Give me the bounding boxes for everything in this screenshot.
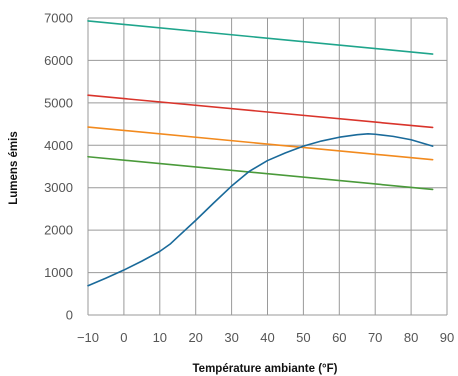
x-tick-label: 80	[404, 330, 418, 345]
y-tick-label: 5000	[44, 95, 73, 110]
x-tick-label: 10	[153, 330, 167, 345]
y-tick-label: 6000	[44, 53, 73, 68]
x-tick-label: 90	[440, 330, 454, 345]
y-tick-label: 2000	[44, 223, 73, 238]
x-tick-labels: −10 0 10 20 30 40 50 60 70 80 90	[77, 330, 454, 345]
x-tick-label: 40	[260, 330, 274, 345]
gridlines	[87, 17, 448, 316]
x-tick-label: 20	[188, 330, 202, 345]
x-tick-label: 70	[368, 330, 382, 345]
y-tick-label: 0	[66, 308, 73, 323]
series-lines	[87, 20, 434, 287]
y-tick-label: 3000	[44, 180, 73, 195]
x-tick-label: 60	[332, 330, 346, 345]
series-line	[87, 20, 434, 55]
x-tick-label: 50	[296, 330, 310, 345]
y-tick-labels: 0 1000 2000 3000 4000 5000 6000 7000	[44, 11, 73, 323]
x-tick-label: −10	[77, 330, 99, 345]
y-axis-title: Lumens émis	[8, 131, 20, 205]
series-line	[87, 133, 434, 287]
x-tick-label: 30	[224, 330, 238, 345]
y-tick-label: 4000	[44, 138, 73, 153]
series-line	[87, 155, 434, 191]
series-line	[87, 126, 434, 161]
x-axis-title: Température ambiante (°F)	[193, 363, 338, 375]
x-tick-label: 0	[120, 330, 127, 345]
y-tick-label: 1000	[44, 265, 73, 280]
y-tick-label: 7000	[44, 11, 73, 26]
series-line	[87, 94, 434, 129]
